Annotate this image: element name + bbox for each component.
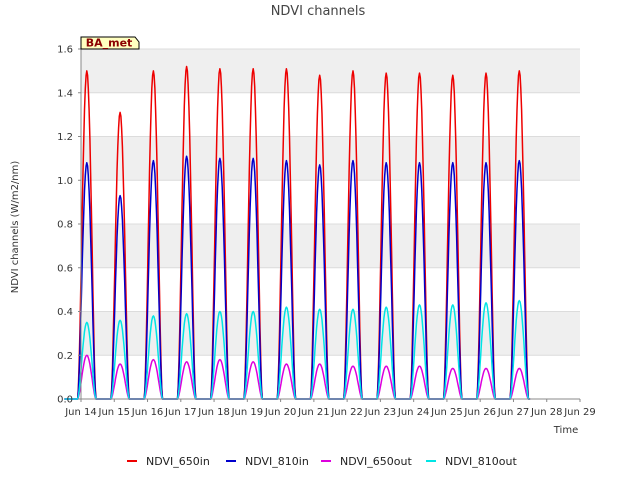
legend-label: NDVI_810in xyxy=(245,455,309,468)
legend-label: NDVI_810out xyxy=(445,455,517,468)
x-axis-ticks: Jun 14 Jun 15 Jun 16 Jun 17 Jun 18 Jun 19 Jun … xyxy=(64,399,596,418)
plot-band xyxy=(81,49,580,93)
site-badge-label: BA_met xyxy=(86,37,133,50)
y-tick-label: 0.6 xyxy=(57,263,73,274)
y-tick-label: 1.0 xyxy=(57,176,73,187)
legend-label: NDVI_650in xyxy=(146,455,210,468)
x-axis-label: Time xyxy=(553,425,578,436)
x-tick-label: Jun 18 xyxy=(197,407,230,418)
y-tick-label: 1.2 xyxy=(57,132,73,143)
plot-band xyxy=(81,136,580,181)
plot-band xyxy=(81,224,580,268)
grid-lines xyxy=(81,48,580,400)
y-axis-ticks: 0.0 0.2 0.4 0.6 0.8 1.0 1.2 1.4 1.6 xyxy=(57,45,81,406)
x-tick-label: Jun 29 xyxy=(563,407,596,418)
x-tick-label: Jun 20 xyxy=(264,407,297,418)
y-tick-label: 0.4 xyxy=(57,307,73,318)
x-tick-label: Jun 22 xyxy=(330,407,363,418)
x-tick-label: Jun 27 xyxy=(497,407,530,418)
y-tick-label: 1.6 xyxy=(57,45,73,56)
legend: NDVI_650in NDVI_810in NDVI_650out NDVI_810o… xyxy=(127,455,517,468)
y-tick-label: 0.2 xyxy=(57,351,73,362)
plot-band xyxy=(81,311,580,356)
x-tick-label: Jun 17 xyxy=(164,407,197,418)
x-tick-label: Jun 14 xyxy=(64,407,97,418)
chart-title: NDVI channels xyxy=(271,4,366,19)
legend-label: NDVI_650out xyxy=(340,455,412,468)
x-tick-label: Jun 25 xyxy=(430,407,463,418)
x-tick-label: Jun 24 xyxy=(397,407,430,418)
x-tick-label: Jun 26 xyxy=(463,407,496,418)
x-tick-label: Jun 16 xyxy=(131,407,164,418)
x-tick-label: Jun 15 xyxy=(98,407,131,418)
y-axis-label: NDVI channels (W/m2/nm) xyxy=(10,161,21,294)
y-tick-label: 0.8 xyxy=(57,220,73,231)
y-tick-label: 1.4 xyxy=(57,88,73,99)
x-tick-label: Jun 28 xyxy=(530,407,563,418)
x-tick-label: Jun 23 xyxy=(364,407,397,418)
x-tick-label: Jun 21 xyxy=(297,407,330,418)
site-badge: BA_met xyxy=(80,36,140,50)
y-tick-label: 0.0 xyxy=(57,395,73,406)
x-tick-label: Jun 19 xyxy=(231,407,264,418)
